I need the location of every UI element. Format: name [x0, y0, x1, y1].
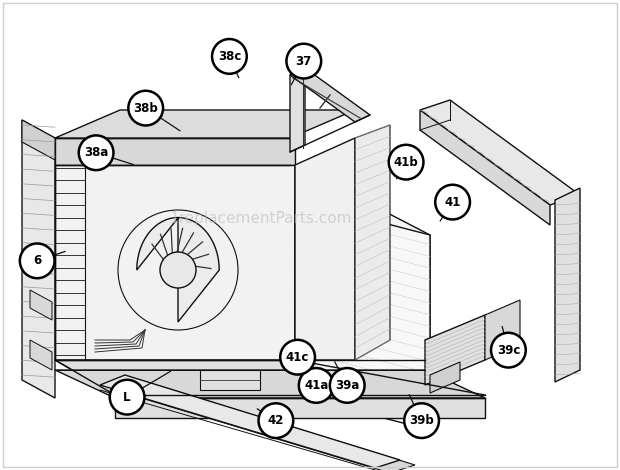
Text: 39c: 39c — [497, 344, 520, 357]
Polygon shape — [290, 68, 305, 152]
Polygon shape — [295, 200, 430, 430]
Polygon shape — [22, 120, 55, 398]
Polygon shape — [30, 290, 52, 320]
Polygon shape — [485, 300, 520, 360]
Polygon shape — [22, 120, 55, 160]
Circle shape — [212, 39, 247, 74]
Circle shape — [330, 368, 365, 403]
Polygon shape — [115, 380, 415, 470]
Circle shape — [435, 185, 470, 219]
Circle shape — [160, 252, 196, 288]
Polygon shape — [55, 138, 295, 165]
Text: 6: 6 — [33, 254, 42, 267]
Polygon shape — [420, 100, 580, 205]
Circle shape — [491, 333, 526, 368]
Polygon shape — [295, 165, 430, 430]
Text: 38b: 38b — [133, 102, 158, 115]
Text: 41c: 41c — [286, 351, 309, 364]
Text: 41: 41 — [445, 196, 461, 209]
Polygon shape — [137, 218, 219, 322]
Text: 38a: 38a — [84, 146, 108, 159]
Circle shape — [110, 380, 144, 415]
Text: L: L — [123, 391, 131, 404]
Polygon shape — [200, 370, 260, 390]
Polygon shape — [55, 165, 295, 360]
Polygon shape — [430, 362, 460, 393]
Polygon shape — [55, 370, 485, 398]
Polygon shape — [55, 360, 355, 395]
Polygon shape — [555, 188, 580, 382]
Circle shape — [299, 368, 334, 403]
Circle shape — [79, 135, 113, 170]
Text: 1replacementParts.com: 1replacementParts.com — [169, 211, 352, 226]
Text: 39b: 39b — [409, 414, 434, 427]
Polygon shape — [55, 110, 355, 138]
Text: 41a: 41a — [304, 379, 329, 392]
Circle shape — [286, 44, 321, 78]
Polygon shape — [115, 398, 485, 418]
Circle shape — [128, 91, 163, 125]
Circle shape — [259, 403, 293, 438]
Text: 38c: 38c — [218, 50, 241, 63]
Text: 41b: 41b — [394, 156, 418, 169]
Polygon shape — [295, 138, 355, 360]
Polygon shape — [420, 110, 550, 225]
Polygon shape — [355, 125, 390, 360]
Text: 39a: 39a — [335, 379, 360, 392]
Text: 42: 42 — [268, 414, 284, 427]
Polygon shape — [100, 375, 400, 468]
Circle shape — [20, 243, 55, 278]
Polygon shape — [290, 68, 370, 122]
Circle shape — [404, 403, 439, 438]
Circle shape — [389, 145, 423, 180]
Polygon shape — [425, 315, 485, 385]
Circle shape — [280, 340, 315, 375]
Polygon shape — [30, 340, 52, 370]
Text: 37: 37 — [296, 55, 312, 68]
